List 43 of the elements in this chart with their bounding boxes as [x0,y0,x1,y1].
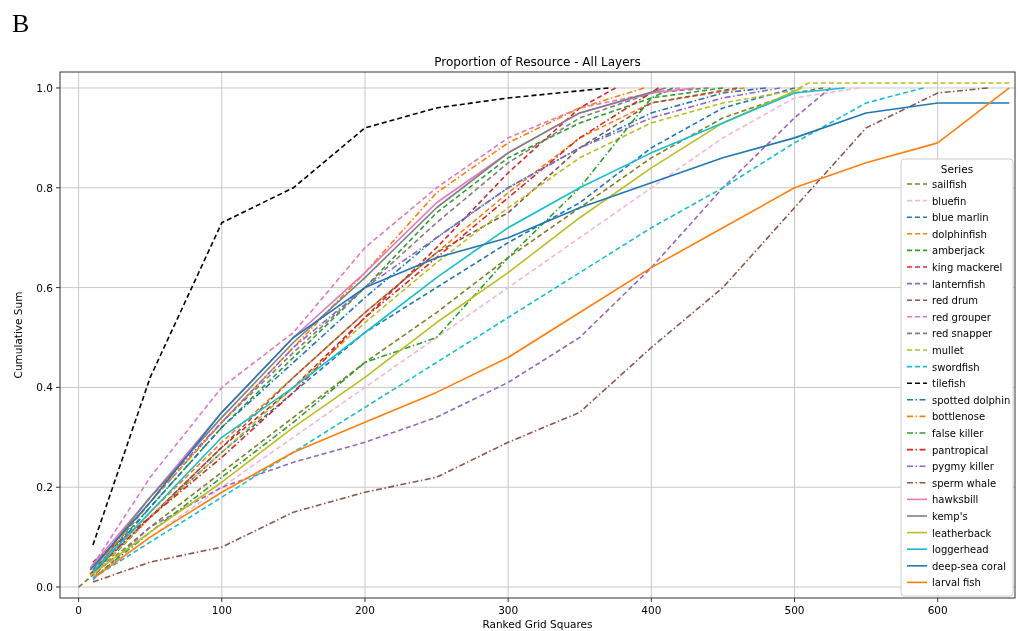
legend-label: kemp's [932,511,968,522]
legend-label: bottlenose [932,411,986,423]
legend-label: loggerhead [932,544,989,556]
legend-label: larval fish [932,577,981,589]
x-axis-title: Ranked Grid Squares [482,618,593,630]
legend-label: lanternfish [932,278,986,290]
legend-label: amberjack [932,245,985,257]
legend-label: swordfish [932,361,980,373]
legend-label: false killer [932,428,985,439]
x-tick-label: 200 [354,604,375,616]
legend-label: bluefin [932,195,967,207]
x-tick-label: 100 [211,604,232,616]
legend-label: pantropical [932,444,989,456]
y-tick-label: 0.4 [36,381,54,394]
legend-label: red snapper [932,328,994,340]
y-tick-label: 0.0 [36,581,53,594]
x-tick-label: 600 [927,604,948,616]
legend-label: dolphinfish [932,228,987,240]
text: B [12,9,30,38]
legend-label: sailfish [932,179,967,190]
y-tick-label: 0.8 [36,181,53,194]
chart-title: Proportion of Resource - All Layers [434,55,641,69]
x-tick-label: 0 [75,604,82,616]
legend-label: sperm whale [932,477,997,489]
x-tick-label: 500 [784,604,805,616]
legend-label: red drum [932,295,979,307]
x-tick-label: 300 [498,604,519,616]
legend-label: king mackerel [932,262,1003,273]
legend-label: blue marlin [932,212,989,224]
y-tick-label: 0.6 [36,281,54,294]
legend-label: pygmy killer [932,461,995,473]
legend-label: red grouper [932,311,992,323]
legend-label: deep-sea coral [932,560,1006,572]
y-axis-title: Cumulative Sum [12,291,24,379]
x-tick-label: 400 [641,604,662,616]
y-tick-label: 1.0 [36,81,53,94]
legend-title: Series [940,163,974,175]
legend-label: hawksbill [932,494,979,506]
legend-label: spotted dolphin [932,394,1011,406]
legend-label: mullet [932,345,964,356]
y-tick-label: 0.2 [36,481,53,494]
legend-label: leatherback [932,527,992,539]
legend-label: tilefish [932,378,966,390]
